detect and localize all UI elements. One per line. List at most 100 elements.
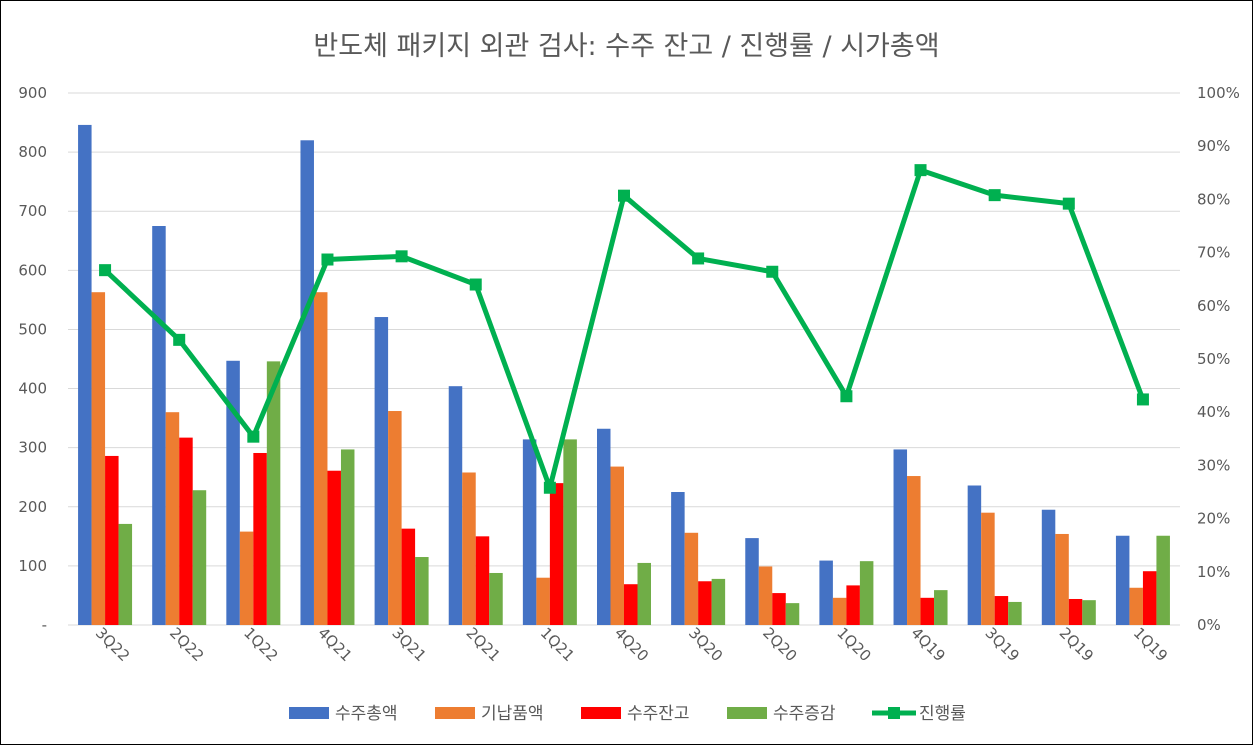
- line-point: [692, 252, 705, 265]
- bar: [967, 485, 982, 625]
- bar: [994, 596, 1009, 625]
- bar: [313, 292, 328, 625]
- bar: [266, 361, 281, 625]
- category-label: 3Q22: [92, 624, 133, 665]
- bar: [300, 140, 314, 626]
- bar: [327, 470, 341, 625]
- bar: [91, 292, 106, 625]
- line-point: [99, 264, 112, 277]
- bar: [893, 449, 908, 625]
- bar: [819, 560, 833, 625]
- left-tick-label: 900: [18, 84, 47, 102]
- line-series: [99, 164, 1149, 494]
- legend-label: 수주증감: [773, 704, 836, 724]
- bar: [549, 483, 564, 625]
- bar: [536, 577, 550, 625]
- legend-marker: [888, 707, 900, 719]
- line-point: [321, 253, 334, 266]
- bar: [462, 472, 476, 625]
- left-tick-label: 600: [18, 261, 47, 279]
- bar: [192, 490, 207, 625]
- bar: [1142, 571, 1157, 625]
- left-tick-label: 700: [18, 202, 47, 220]
- bar: [772, 593, 786, 625]
- legend: 수주총액 기납품액 수주잔고 수주증감 진행률: [289, 704, 966, 724]
- line-point: [840, 390, 853, 403]
- legend-label: 기납품액: [481, 704, 544, 724]
- x-axis: 3Q22 2Q22 1Q22 4Q21 3Q21 2Q21 1Q21 4Q20 3Q20 2Q20…: [92, 624, 1171, 665]
- category-label: 1Q19: [1130, 624, 1171, 665]
- left-tick-label: 800: [18, 143, 47, 161]
- right-tick-label: 0%: [1197, 616, 1221, 634]
- bar: [1068, 598, 1083, 625]
- bar: [684, 532, 699, 625]
- right-tick-label: 30%: [1197, 456, 1230, 474]
- bar: [374, 317, 389, 625]
- legend-swatch: [727, 707, 767, 719]
- left-tick-label: 200: [18, 498, 47, 516]
- category-label: 2Q20: [759, 624, 800, 665]
- left-tick-label: 500: [18, 320, 47, 338]
- right-tick-label: 20%: [1197, 510, 1230, 528]
- legend-label: 수주잔고: [627, 704, 690, 724]
- left-axis: - 100 200 300 400 500 600 700 800 900: [18, 84, 47, 634]
- bar: [1129, 587, 1143, 625]
- legend-swatch: [581, 707, 621, 719]
- line-point: [469, 278, 482, 291]
- bar: [671, 492, 685, 625]
- right-tick-label: 80%: [1197, 190, 1230, 208]
- bar-series: [78, 124, 1170, 626]
- legend-label: 진행률: [919, 704, 966, 724]
- bar: [489, 572, 503, 625]
- right-tick-label: 10%: [1197, 563, 1230, 581]
- category-label: 3Q21: [388, 624, 429, 665]
- category-label: 2Q21: [463, 624, 504, 665]
- line-point: [618, 189, 630, 202]
- category-label: 4Q20: [611, 624, 652, 665]
- line-point: [543, 481, 556, 494]
- line-point: [988, 189, 1001, 202]
- category-label: 4Q21: [314, 624, 355, 665]
- left-tick-label: 300: [18, 439, 47, 457]
- category-label: 2Q22: [166, 624, 207, 665]
- category-label: 4Q19: [907, 624, 948, 665]
- bar: [907, 476, 921, 625]
- line-point: [766, 265, 779, 278]
- right-tick-label: 60%: [1197, 297, 1230, 315]
- left-tick-label: 400: [18, 380, 47, 398]
- right-tick-label: 50%: [1197, 350, 1230, 368]
- right-tick-label: 70%: [1197, 244, 1230, 262]
- bar: [785, 603, 800, 625]
- bar: [475, 536, 490, 625]
- bar: [1008, 601, 1022, 625]
- bar: [758, 566, 773, 625]
- bar: [610, 466, 624, 625]
- left-tick-label: -: [42, 616, 47, 634]
- line-path: [103, 167, 1146, 491]
- bar: [165, 412, 180, 625]
- bar: [340, 449, 355, 625]
- right-tick-label: 100%: [1197, 84, 1240, 102]
- line-point: [173, 333, 186, 346]
- right-tick-label: 90%: [1197, 137, 1230, 155]
- bar: [698, 581, 712, 625]
- left-tick-label: 100: [18, 557, 47, 575]
- line-point: [1062, 197, 1075, 210]
- bar: [920, 597, 935, 625]
- legend-swatch: [435, 707, 475, 719]
- bar: [226, 360, 240, 625]
- bar: [105, 455, 119, 625]
- bar: [1055, 533, 1069, 625]
- bar: [253, 452, 267, 625]
- bar: [401, 528, 416, 625]
- bar: [522, 439, 537, 625]
- legend-label: 수주총액: [335, 704, 398, 724]
- category-label: 1Q20: [833, 624, 874, 665]
- bar: [1115, 535, 1130, 625]
- bar: [563, 439, 577, 625]
- bar: [1156, 535, 1170, 625]
- category-label: 3Q19: [982, 624, 1023, 665]
- bar: [934, 590, 948, 625]
- bar: [388, 411, 402, 625]
